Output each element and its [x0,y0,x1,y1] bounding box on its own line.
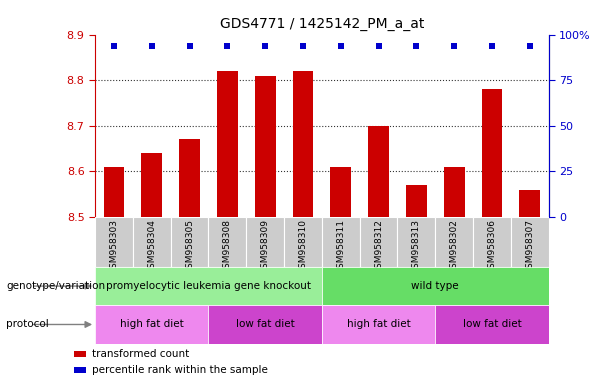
Bar [170,217,208,267]
Text: high fat diet: high fat diet [120,319,183,329]
Text: GSM958308: GSM958308 [223,220,232,275]
Bar [179,139,200,217]
Bar [284,217,322,267]
Bar [406,185,427,217]
Title: GDS4771 / 1425142_PM_a_at: GDS4771 / 1425142_PM_a_at [219,17,424,31]
Text: GSM958310: GSM958310 [299,220,308,275]
Text: promyelocytic leukemia gene knockout: promyelocytic leukemia gene knockout [106,281,311,291]
Bar [74,367,86,373]
Bar [519,190,540,217]
Bar [292,71,313,217]
Bar [397,217,435,267]
Text: GSM958311: GSM958311 [336,220,345,275]
Bar [435,217,473,267]
Bar [142,153,162,217]
Text: high fat diet: high fat diet [347,319,410,329]
Bar [368,126,389,217]
Bar [255,76,275,217]
Text: GSM958304: GSM958304 [147,220,156,274]
Bar [95,217,133,267]
Bar [511,217,549,267]
Bar [322,305,435,344]
Bar [322,267,549,305]
Bar [444,167,465,217]
Text: genotype/variation: genotype/variation [6,281,105,291]
Bar [95,305,208,344]
Bar [435,305,549,344]
Bar [95,267,322,305]
Text: GSM958303: GSM958303 [109,220,118,275]
Bar [473,217,511,267]
Bar [322,217,360,267]
Text: GSM958306: GSM958306 [487,220,497,275]
Bar [360,217,397,267]
Bar [217,71,238,217]
Text: GSM958307: GSM958307 [525,220,535,275]
Text: GSM958302: GSM958302 [449,220,459,274]
Text: GSM958313: GSM958313 [412,220,421,275]
Bar [208,217,246,267]
Bar [246,217,284,267]
Text: low fat diet: low fat diet [236,319,294,329]
Bar [208,305,322,344]
Bar [330,167,351,217]
Bar [482,89,502,217]
Bar [74,351,86,357]
Text: transformed count: transformed count [93,349,189,359]
Bar [104,167,124,217]
Text: GSM958309: GSM958309 [261,220,270,275]
Text: protocol: protocol [6,319,49,329]
Text: low fat diet: low fat diet [463,319,521,329]
Text: percentile rank within the sample: percentile rank within the sample [93,365,268,375]
Text: GSM958305: GSM958305 [185,220,194,275]
Text: wild type: wild type [411,281,459,291]
Text: GSM958312: GSM958312 [374,220,383,274]
Bar [133,217,170,267]
